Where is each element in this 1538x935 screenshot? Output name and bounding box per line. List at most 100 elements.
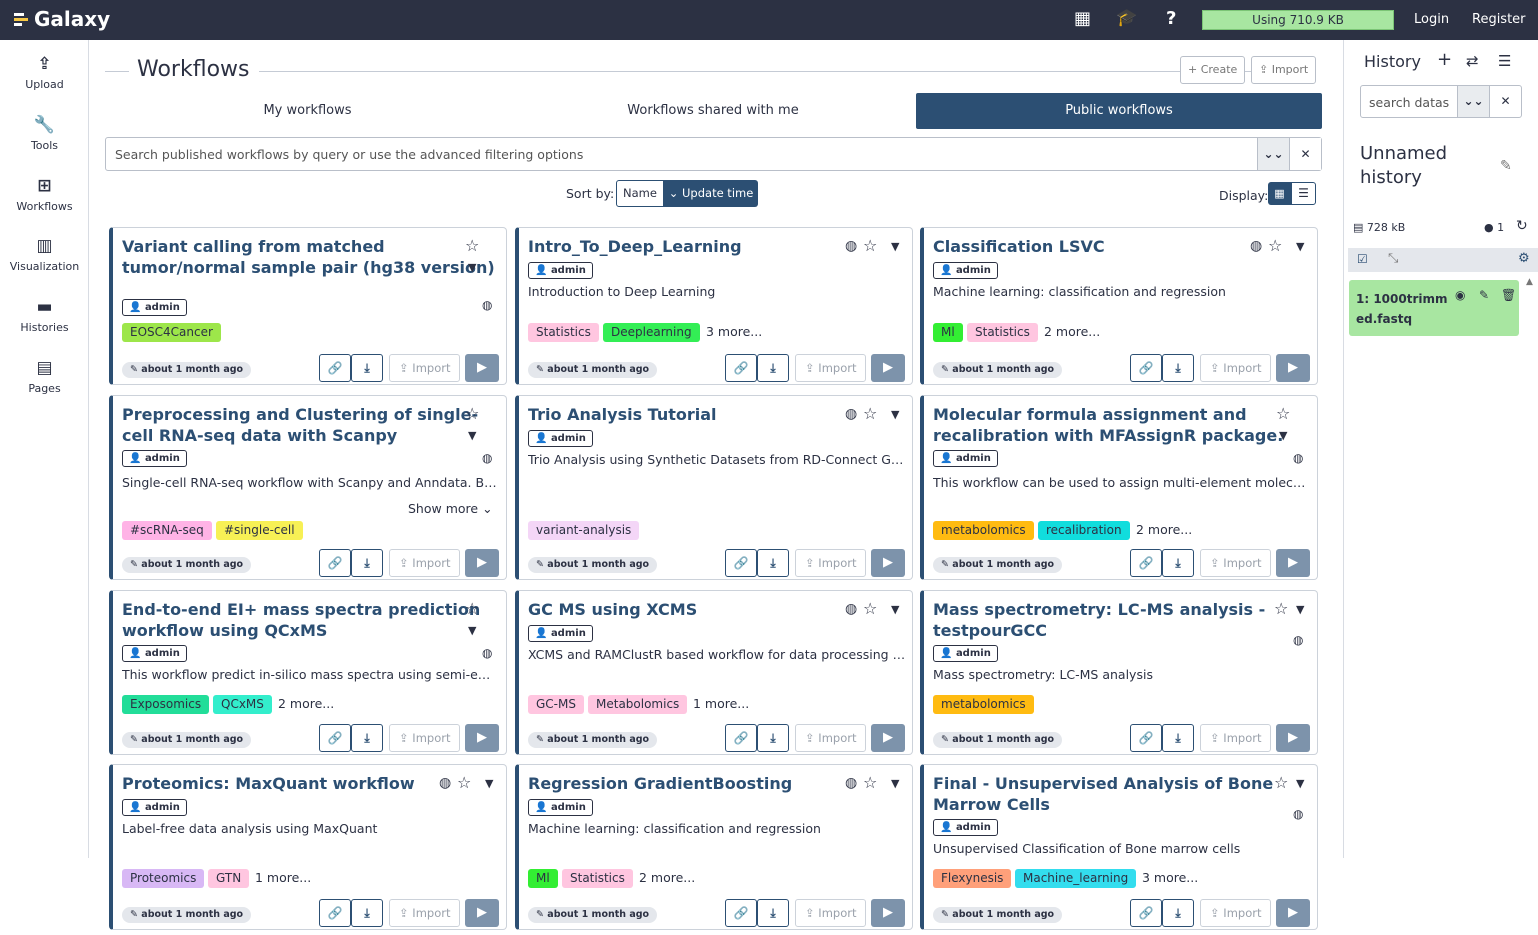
more-tags-link[interactable]: 2 more... — [639, 870, 696, 885]
workflow-tag[interactable]: Flexynesis — [933, 869, 1012, 888]
download-button[interactable]: ⤓ — [351, 354, 383, 382]
workflow-title[interactable]: Molecular formula assignment and recalibr… — [933, 404, 1283, 446]
download-button[interactable]: ⤓ — [1162, 899, 1194, 927]
workflow-title[interactable]: Variant calling from matched tumor/normal… — [122, 236, 495, 278]
copy-link-button[interactable]: 🔗 — [319, 899, 351, 927]
refresh-icon[interactable]: ↻ — [1516, 218, 1528, 234]
download-button[interactable]: ⤓ — [1162, 724, 1194, 752]
import-button[interactable]: ⇪ Import — [1251, 56, 1317, 84]
import-workflow-button[interactable]: ⇪ Import — [795, 549, 867, 577]
copy-link-button[interactable]: 🔗 — [725, 724, 757, 752]
workflow-title[interactable]: Intro_To_Deep_Learning — [528, 236, 742, 257]
download-button[interactable]: ⤓ — [351, 549, 383, 577]
star-icon[interactable]: ☆ — [1276, 404, 1291, 423]
workflow-tag[interactable]: Ml — [933, 323, 963, 342]
import-workflow-button[interactable]: ⇪ Import — [1200, 724, 1272, 752]
owner-badge[interactable]: 👤 admin — [933, 450, 998, 467]
download-button[interactable]: ⤓ — [757, 549, 789, 577]
run-workflow-button[interactable]: ▶ — [1276, 724, 1310, 752]
run-workflow-button[interactable]: ▶ — [465, 354, 499, 382]
history-name[interactable]: Unnamed history — [1360, 142, 1447, 190]
activity-workflows[interactable]: ⊞ Workflows — [0, 175, 89, 213]
tab-shared-workflows[interactable]: Workflows shared with me — [627, 103, 799, 118]
download-button[interactable]: ⤓ — [757, 354, 789, 382]
workflow-title[interactable]: End-to-end EI+ mass spectra prediction wo… — [122, 599, 480, 641]
run-workflow-button[interactable]: ▶ — [465, 724, 499, 752]
owner-badge[interactable]: 👤 admin — [528, 430, 593, 447]
run-workflow-button[interactable]: ▶ — [465, 549, 499, 577]
workflow-tag[interactable]: #single-cell — [216, 521, 303, 540]
history-menu-icon[interactable]: ☰ — [1498, 52, 1512, 70]
graduation-cap-icon[interactable]: 🎓 — [1116, 8, 1138, 28]
workflow-title[interactable]: Preprocessing and Clustering of single-c… — [122, 404, 478, 446]
caret-down-icon[interactable]: ▼ — [1296, 777, 1305, 790]
workflow-title[interactable]: Mass spectrometry: LC-MS analysis - testp… — [933, 599, 1265, 641]
plus-icon[interactable]: + — [1437, 49, 1453, 70]
more-tags-link[interactable]: 2 more... — [1044, 324, 1101, 339]
history-size[interactable]: ▤ 728 kB — [1353, 221, 1405, 234]
workflow-tag[interactable]: Deeplearning — [603, 323, 700, 342]
workflow-title[interactable]: Regression GradientBoosting — [528, 773, 792, 794]
import-workflow-button[interactable]: ⇪ Import — [1200, 549, 1272, 577]
grid-view-icon[interactable]: ▦ — [1268, 182, 1291, 205]
workflow-tag[interactable]: Proteomics — [122, 869, 205, 888]
owner-badge[interactable]: 👤 admin — [122, 645, 187, 662]
caret-down-icon[interactable]: ▼ — [1279, 429, 1288, 442]
more-tags-link[interactable]: 3 more... — [706, 324, 763, 339]
list-view-icon[interactable]: ☰ — [1291, 182, 1316, 205]
workflow-tag[interactable]: Statistics — [528, 323, 599, 342]
workflow-tag[interactable]: Ml — [528, 869, 558, 888]
owner-badge[interactable]: 👤 admin — [528, 799, 593, 816]
clear-search-button[interactable]: ✕ — [1289, 138, 1321, 170]
workflow-tag[interactable]: GC-MS — [528, 695, 584, 714]
history-count[interactable]: ● 1 — [1484, 221, 1504, 234]
history-search-input[interactable]: search datasets ⌄⌄ ✕ — [1360, 85, 1522, 118]
more-tags-link[interactable]: 1 more... — [255, 870, 312, 885]
star-icon[interactable]: ☆ — [465, 236, 480, 255]
workflow-tag[interactable]: metabolomics — [933, 695, 1034, 714]
copy-link-button[interactable]: 🔗 — [1130, 899, 1162, 927]
download-button[interactable]: ⤓ — [1162, 549, 1194, 577]
run-workflow-button[interactable]: ▶ — [871, 724, 905, 752]
owner-badge[interactable]: 👤 admin — [933, 819, 998, 836]
import-workflow-button[interactable]: ⇪ Import — [389, 354, 461, 382]
activity-histories[interactable]: ▬ Histories — [0, 296, 89, 334]
caret-down-icon[interactable]: ▼ — [891, 603, 900, 616]
owner-badge[interactable]: 👤 admin — [528, 625, 593, 642]
activity-visualization[interactable]: ▥ Visualization — [0, 235, 89, 273]
collapse-icon[interactable]: ⤡ — [1388, 251, 1399, 266]
show-more-link[interactable]: Show more ⌄ — [408, 501, 493, 516]
caret-down-icon[interactable]: ▼ — [1296, 603, 1305, 616]
workflow-title[interactable]: Classification LSVC — [933, 236, 1105, 257]
activity-tools[interactable]: 🔧 Tools — [0, 114, 89, 152]
download-button[interactable]: ⤓ — [351, 724, 383, 752]
sort-by-name-button[interactable]: Name — [616, 180, 664, 207]
run-workflow-button[interactable]: ▶ — [871, 549, 905, 577]
workflow-tag[interactable]: #scRNA-seq — [122, 521, 212, 540]
caret-down-icon[interactable]: ▼ — [891, 777, 900, 790]
copy-link-button[interactable]: 🔗 — [725, 549, 757, 577]
activity-pages[interactable]: ▤ Pages — [0, 357, 89, 395]
workflow-title[interactable]: GC MS using XCMS — [528, 599, 697, 620]
import-workflow-button[interactable]: ⇪ Import — [389, 549, 461, 577]
workflow-tag[interactable]: Exposomics — [122, 695, 210, 714]
more-tags-link[interactable]: 1 more... — [693, 696, 750, 711]
star-icon[interactable]: ☆ — [863, 773, 878, 792]
history-dataset-item[interactable]: 1: 1000trimm ed.fastq ◉ ✎ 🗑 — [1349, 280, 1519, 336]
copy-link-button[interactable]: 🔗 — [725, 899, 757, 927]
import-workflow-button[interactable]: ⇪ Import — [389, 724, 461, 752]
create-button[interactable]: + Create — [1180, 56, 1246, 84]
copy-link-button[interactable]: 🔗 — [319, 724, 351, 752]
import-workflow-button[interactable]: ⇪ Import — [795, 354, 867, 382]
eye-icon[interactable]: ◉ — [1455, 288, 1466, 302]
caret-down-icon[interactable]: ▼ — [485, 777, 494, 790]
workflow-tag[interactable]: EOSC4Cancer — [122, 323, 221, 342]
star-icon[interactable]: ☆ — [863, 599, 878, 618]
star-icon[interactable]: ☆ — [1274, 599, 1289, 618]
switch-history-icon[interactable]: ⇄ — [1466, 52, 1479, 70]
workflow-title[interactable]: Trio Analysis Tutorial — [528, 404, 717, 425]
run-workflow-button[interactable]: ▶ — [465, 899, 499, 927]
download-button[interactable]: ⤓ — [1162, 354, 1194, 382]
import-workflow-button[interactable]: ⇪ Import — [795, 724, 867, 752]
quota-meter[interactable]: Using 710.9 KB — [1202, 10, 1394, 30]
